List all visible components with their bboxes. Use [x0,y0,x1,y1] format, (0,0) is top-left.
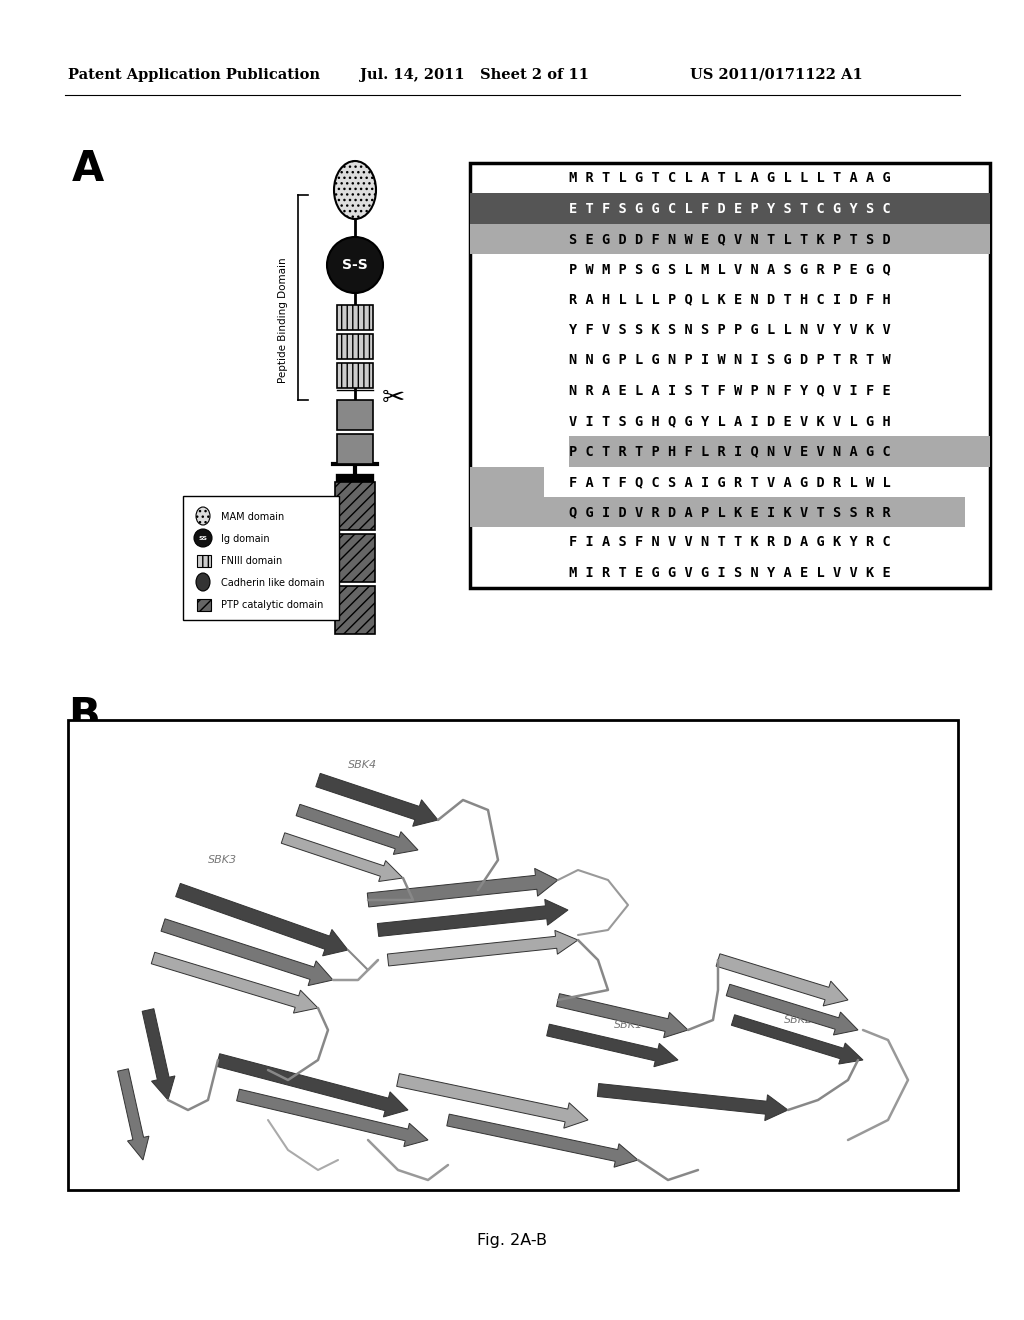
Text: SS: SS [199,536,208,540]
Polygon shape [377,899,568,936]
Text: Jul. 14, 2011   Sheet 2 of 11: Jul. 14, 2011 Sheet 2 of 11 [360,69,589,82]
Text: SBK1: SBK1 [613,1020,643,1030]
Polygon shape [726,985,858,1035]
Text: V I T S G H Q G Y L A I D E V K V L G H: V I T S G H Q G Y L A I D E V K V L G H [569,414,891,428]
FancyBboxPatch shape [470,496,966,527]
Polygon shape [118,1069,148,1160]
Text: Q G I D V R D A P L K E I K V T S S R R: Q G I D V R D A P L K E I K V T S S R R [569,506,891,519]
Polygon shape [556,994,688,1038]
Polygon shape [387,931,578,966]
Polygon shape [237,1089,428,1147]
Text: ✂: ✂ [381,384,404,412]
Polygon shape [315,774,438,826]
Text: Cadherin like domain: Cadherin like domain [221,578,325,587]
Text: N N G P L G N P I W N I S G D P T R T W: N N G P L G N P I W N I S G D P T R T W [569,354,891,367]
Polygon shape [368,869,558,907]
FancyBboxPatch shape [470,193,990,223]
Polygon shape [282,833,403,882]
FancyBboxPatch shape [470,223,990,253]
FancyBboxPatch shape [337,434,373,465]
Text: SBK4: SBK4 [348,760,378,770]
Text: M R T L G T C L A T L A G L L L T A A G: M R T L G T C L A T L A G L L L T A A G [569,172,891,185]
Text: F A T F Q C S A I G R T V A G D R L W L: F A T F Q C S A I G R T V A G D R L W L [569,475,891,488]
Text: Patent Application Publication: Patent Application Publication [68,69,319,82]
FancyBboxPatch shape [335,586,375,634]
FancyBboxPatch shape [183,496,339,620]
Text: M I R T E G G V G I S N Y A E L V V K E: M I R T E G G V G I S N Y A E L V V K E [569,566,891,579]
Polygon shape [446,1114,638,1167]
Polygon shape [152,952,318,1014]
Polygon shape [547,1024,678,1067]
Text: SBK2: SBK2 [783,1015,813,1026]
Text: S-S: S-S [342,257,368,272]
Text: SBK3: SBK3 [209,855,238,865]
Text: US 2011/0171122 A1: US 2011/0171122 A1 [690,69,863,82]
Text: N R A E L A I S T F W P N F Y Q V I F E: N R A E L A I S T F W P N F Y Q V I F E [569,384,891,397]
FancyBboxPatch shape [337,305,373,330]
Text: PTP catalytic domain: PTP catalytic domain [221,601,324,610]
Polygon shape [142,1008,175,1100]
FancyBboxPatch shape [569,436,990,466]
Circle shape [194,529,212,546]
Text: FNIII domain: FNIII domain [221,556,283,566]
Text: E T F S G G C L F D E P Y S T C G Y S C: E T F S G G C L F D E P Y S T C G Y S C [569,202,891,215]
Text: P C T R T P H F L R I Q N V E V N A G C: P C T R T P H F L R I Q N V E V N A G C [569,445,891,458]
Polygon shape [161,919,333,986]
FancyBboxPatch shape [337,334,373,359]
FancyBboxPatch shape [197,599,211,611]
Polygon shape [176,883,348,956]
FancyBboxPatch shape [337,363,373,388]
Polygon shape [731,1015,863,1064]
Text: MAM domain: MAM domain [221,512,285,521]
Text: A: A [72,148,104,190]
Ellipse shape [196,507,210,525]
Ellipse shape [196,573,210,591]
Polygon shape [216,1053,408,1117]
Ellipse shape [334,161,376,219]
Text: P W M P S G S L M L V N A S G R P E G Q: P W M P S G S L M L V N A S G R P E G Q [569,263,891,276]
FancyBboxPatch shape [470,162,990,587]
Text: F I A S F N V V N T T K R D A G K Y R C: F I A S F N V V N T T K R D A G K Y R C [569,536,891,549]
FancyBboxPatch shape [337,400,373,430]
FancyBboxPatch shape [470,466,545,496]
Text: B: B [68,696,99,737]
Text: Fig. 2A-B: Fig. 2A-B [477,1233,547,1247]
Text: Ig domain: Ig domain [221,535,269,544]
Text: S E G D D F N W E Q V N T L T K P T S D: S E G D D F N W E Q V N T L T K P T S D [569,232,891,246]
FancyBboxPatch shape [197,554,211,568]
Circle shape [327,238,383,293]
Polygon shape [296,804,418,854]
FancyBboxPatch shape [335,482,375,531]
Text: R A H L L L P Q L K E N D T H C I D F H: R A H L L L P Q L K E N D T H C I D F H [569,293,891,306]
Polygon shape [716,954,848,1006]
Polygon shape [396,1073,588,1129]
FancyBboxPatch shape [68,719,958,1191]
FancyBboxPatch shape [335,535,375,582]
Text: Y F V S S K S N S P P G L L N V Y V K V: Y F V S S K S N S P P G L L N V Y V K V [569,323,891,337]
Text: Peptide Binding Domain: Peptide Binding Domain [278,257,288,383]
Polygon shape [597,1084,788,1121]
